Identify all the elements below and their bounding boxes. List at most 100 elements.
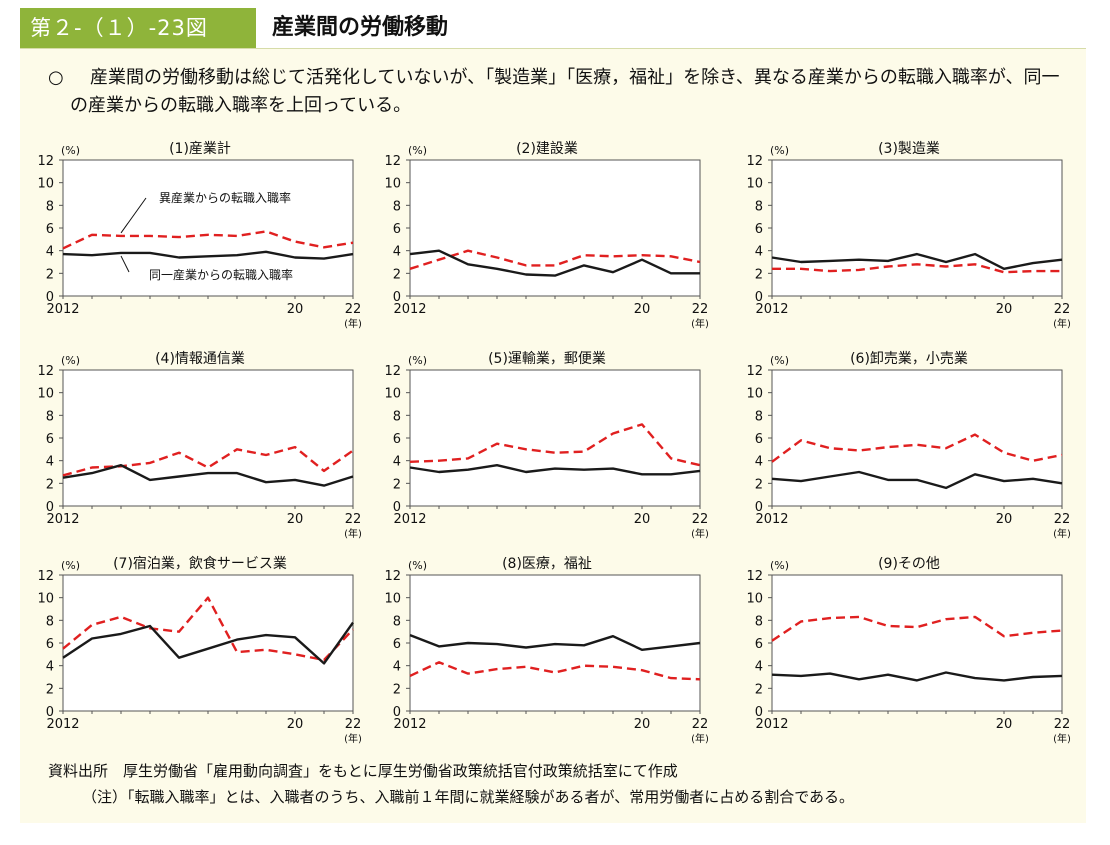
y-tick-label: 8 (755, 199, 763, 214)
y-tick-label: 10 (746, 592, 763, 607)
series-line-different-industry (771, 615, 1063, 642)
y-tick-label: 6 (393, 432, 401, 447)
y-tick-label: 8 (46, 614, 54, 629)
y-unit-label: (%) (770, 144, 789, 157)
x-unit-label: (年) (1053, 317, 1071, 330)
y-tick-label: 4 (393, 455, 401, 470)
x-tick-label: 20 (634, 302, 651, 317)
plot-area (771, 369, 1063, 507)
x-tick-label: 20 (996, 717, 1013, 732)
series-line-different-industry (771, 433, 1063, 463)
x-tick-label: 2012 (393, 302, 426, 317)
y-tick-label: 0 (393, 290, 401, 305)
y-tick-label: 4 (46, 455, 54, 470)
y-tick-label: 12 (37, 154, 54, 169)
chart-title: (8)医療，福祉 (502, 555, 592, 572)
annotation-label: 同一産業からの転職入職率 (149, 267, 293, 282)
y-tick-label: 6 (46, 432, 54, 447)
series-line-same-industry (409, 633, 701, 651)
y-tick-label: 12 (384, 364, 401, 379)
plot-area (409, 369, 701, 507)
x-tick-label: 22 (345, 302, 362, 317)
y-tick-label: 4 (46, 245, 54, 260)
series-line-same-industry (409, 464, 701, 476)
y-tick-label: 6 (46, 637, 54, 652)
y-unit-label: (%) (61, 354, 80, 367)
y-tick-label: 8 (393, 199, 401, 214)
x-unit-label: (年) (691, 317, 709, 330)
plot-area (771, 159, 1063, 297)
series-line-same-industry (771, 671, 1063, 682)
y-tick-label: 10 (384, 387, 401, 402)
summary: ○ 産業間の労働移動は総じて活発化していないが、「製造業」「医療，福祉」を除き、… (48, 64, 1068, 120)
y-tick-label: 2 (755, 477, 763, 492)
y-tick-label: 0 (46, 500, 54, 515)
x-unit-label: (年) (691, 732, 709, 745)
series-line-different-industry (409, 423, 701, 467)
chart-title: (5)運輸業，郵便業 (488, 351, 606, 367)
series-line-same-industry (62, 464, 354, 487)
x-tick-label: 2012 (46, 717, 79, 732)
x-tick-label: 22 (692, 302, 709, 317)
y-tick-label: 12 (384, 569, 401, 584)
source-text: 資料出所 厚生労働省「雇用動向調査」をもとに厚生労働省政策統括官付政策統括室にて… (48, 762, 678, 780)
x-tick-label: 20 (634, 512, 651, 527)
y-tick-label: 6 (393, 222, 401, 237)
y-tick-label: 2 (46, 682, 54, 697)
y-tick-label: 10 (746, 177, 763, 192)
annotation-label: 異産業からの転職入職率 (159, 190, 291, 205)
y-tick-label: 2 (46, 477, 54, 492)
y-unit-label: (%) (61, 559, 80, 572)
y-tick-label: 2 (393, 477, 401, 492)
footer: 資料出所 厚生労働省「雇用動向調査」をもとに厚生労働省政策統括官付政策統括室にて… (48, 758, 1078, 810)
y-tick-label: 12 (746, 569, 763, 584)
y-tick-label: 6 (755, 222, 763, 237)
x-tick-label: 22 (345, 717, 362, 732)
annotation-leader (120, 197, 147, 234)
series-line-same-industry (409, 249, 700, 277)
y-tick-label: 6 (46, 222, 54, 237)
y-tick-label: 10 (37, 387, 54, 402)
y-tick-label: 2 (755, 682, 763, 697)
x-tick-label: 20 (287, 717, 304, 732)
x-unit-label: (年) (344, 732, 362, 745)
x-tick-label: 20 (996, 302, 1013, 317)
y-tick-label: 2 (393, 682, 401, 697)
y-tick-label: 12 (746, 364, 763, 379)
x-tick-label: 20 (287, 512, 304, 527)
x-tick-label: 20 (287, 302, 304, 317)
x-tick-label: 22 (692, 512, 709, 527)
y-tick-label: 8 (393, 409, 401, 424)
y-unit-label: (%) (770, 559, 789, 572)
chart-title: (4)情報通信業 (155, 351, 245, 367)
series-line-different-industry (62, 230, 354, 250)
x-tick-label: 22 (345, 512, 362, 527)
y-tick-label: 10 (37, 177, 54, 192)
y-tick-label: 4 (46, 660, 54, 675)
x-tick-label: 2012 (755, 302, 788, 317)
note-text: （注）「転職入職率」とは、入職者のうち、入職前１年間に就業経験がある者が、常用労… (82, 788, 855, 806)
series-line-same-industry (771, 470, 1063, 490)
y-tick-label: 12 (37, 569, 54, 584)
y-tick-label: 0 (46, 290, 54, 305)
x-tick-label: 22 (1054, 512, 1071, 527)
y-tick-label: 0 (755, 705, 763, 720)
x-tick-label: 2012 (393, 717, 426, 732)
y-tick-label: 6 (393, 637, 401, 652)
y-tick-label: 2 (46, 267, 54, 282)
x-unit-label: (年) (344, 527, 362, 540)
y-tick-label: 4 (393, 245, 401, 260)
x-tick-label: 2012 (393, 512, 426, 527)
x-tick-label: 22 (692, 717, 709, 732)
x-tick-label: 20 (996, 512, 1013, 527)
series-line-different-industry (772, 263, 1062, 274)
x-tick-label: 2012 (46, 302, 79, 317)
figure-title: 産業間の労働移動 (272, 15, 449, 40)
summary-bullet: ○ (48, 67, 64, 88)
series-line-same-industry (62, 621, 354, 665)
chart-title: (3)製造業 (878, 141, 940, 157)
chart-title: (2)建設業 (516, 141, 578, 157)
y-tick-label: 10 (384, 592, 401, 607)
y-tick-label: 4 (393, 660, 401, 675)
x-unit-label: (年) (691, 527, 709, 540)
